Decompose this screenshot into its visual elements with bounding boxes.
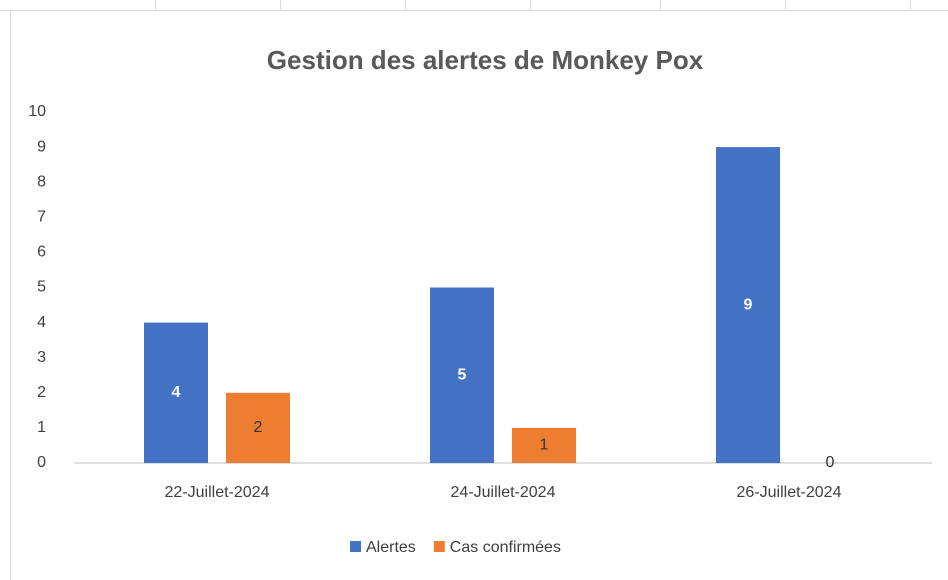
- data-label: 2: [254, 419, 263, 436]
- bar: [226, 392, 290, 463]
- y-tick-label: 9: [37, 138, 46, 155]
- y-tick-label: 4: [37, 314, 46, 331]
- y-tick-label: 0: [37, 454, 46, 471]
- legend-swatch: [433, 541, 445, 552]
- bar: [144, 322, 208, 463]
- y-tick-label: 10: [28, 103, 46, 120]
- bar: [512, 427, 576, 463]
- x-tick-label: 26-Juillet-2024: [737, 484, 842, 501]
- bar: [716, 147, 780, 463]
- legend-label: Cas confirmées: [450, 539, 561, 556]
- data-label: 5: [458, 366, 467, 383]
- y-tick-label: 3: [37, 349, 46, 366]
- y-tick-label: 5: [37, 279, 46, 296]
- data-label: 4: [172, 384, 181, 401]
- data-label: 9: [744, 296, 753, 313]
- data-label: 1: [540, 437, 549, 454]
- data-label: 0: [826, 454, 835, 471]
- y-tick-label: 7: [37, 209, 46, 226]
- y-tick-label: 6: [37, 244, 46, 261]
- y-tick-label: 8: [37, 173, 46, 190]
- legend-label: Alertes: [366, 539, 416, 556]
- x-tick-label: 24-Juillet-2024: [451, 484, 556, 501]
- y-tick-label: 1: [37, 419, 46, 436]
- legend-swatch: [350, 541, 361, 552]
- chart-title: Gestion des alertes de Monkey Pox: [267, 45, 704, 75]
- y-tick-label: 2: [37, 384, 46, 401]
- bar: [430, 287, 494, 463]
- x-tick-label: 22-Juillet-2024: [165, 484, 270, 501]
